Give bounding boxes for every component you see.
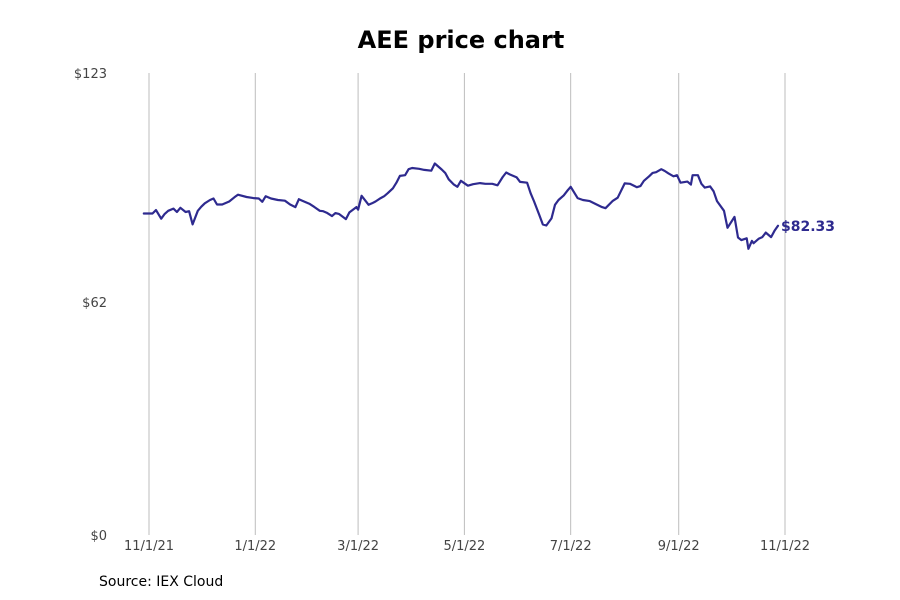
price-line <box>142 162 780 250</box>
x-tick-label: 9/1/22 <box>658 539 700 554</box>
x-tick-label: 1/1/22 <box>234 539 276 554</box>
y-tick-label: $62 <box>82 296 107 311</box>
x-tick-label: 11/1/22 <box>760 539 810 554</box>
x-axis-ticks: 11/1/21 1/1/22 3/1/22 5/1/22 7/1/22 9/1/22 11/… <box>124 539 810 554</box>
last-price-label: $82.33 <box>781 219 835 235</box>
y-tick-label: $123 <box>74 67 107 82</box>
y-tick-label: $0 <box>90 529 107 544</box>
x-tick-label: 3/1/22 <box>337 539 379 554</box>
gridlines <box>148 73 786 535</box>
x-tick-label: 11/1/21 <box>124 539 174 554</box>
x-tick-label: 7/1/22 <box>550 539 592 554</box>
y-axis-ticks: $0 $62 $123 <box>74 67 107 544</box>
x-tick-label: 5/1/22 <box>443 539 485 554</box>
source-note: Source: IEX Cloud <box>99 574 224 590</box>
chart-title: AEE price chart <box>357 26 565 54</box>
